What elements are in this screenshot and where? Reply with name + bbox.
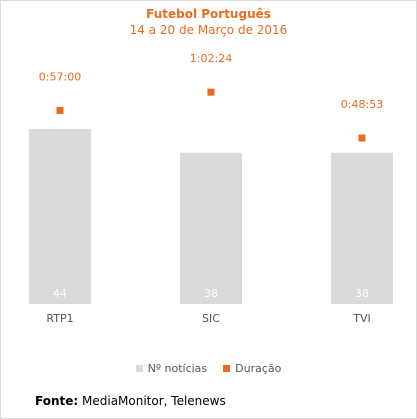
category-label-rtp1: RTP1	[46, 312, 73, 325]
bar-rtp1	[29, 128, 91, 304]
category-label-tvi: TVI	[352, 312, 371, 325]
duration-label-rtp1: 0:57:00	[39, 71, 81, 84]
chart-subtitle: 14 a 20 de Março de 2016	[129, 23, 288, 37]
legend-item-duracao[interactable]: Duração	[223, 362, 281, 375]
duration-point-rtp1	[56, 107, 64, 114]
duration-label-sic: 1:02:24	[190, 52, 232, 65]
duration-point-sic	[207, 88, 215, 96]
bar-value-label-rtp1: 44	[53, 287, 67, 300]
bar-sic	[180, 152, 242, 304]
legend-swatch-noticias	[135, 365, 143, 372]
duration-point-tvi	[358, 134, 366, 142]
duration-label-tvi: 0:48:53	[341, 98, 383, 111]
category-label-sic: SIC	[202, 312, 220, 325]
legend-item-noticias[interactable]: Nº notícias	[135, 362, 208, 375]
source-label: Fonte:	[35, 394, 79, 408]
legend-label-noticias: Nº notícias	[147, 362, 208, 375]
legend-label-duracao: Duração	[235, 362, 282, 375]
source-note: Fonte: MediaMonitor, Telenews	[35, 394, 226, 408]
bar-value-label-sic: 38	[204, 287, 218, 300]
bar-tvi	[331, 152, 393, 304]
source-text: MediaMonitor, Telenews	[82, 394, 226, 408]
legend-swatch-duracao	[223, 365, 231, 372]
chart-title: Futebol Português	[146, 7, 271, 21]
chart-legend: Nº notícias Duração	[0, 362, 417, 375]
bar-value-label-tvi: 38	[355, 287, 369, 300]
